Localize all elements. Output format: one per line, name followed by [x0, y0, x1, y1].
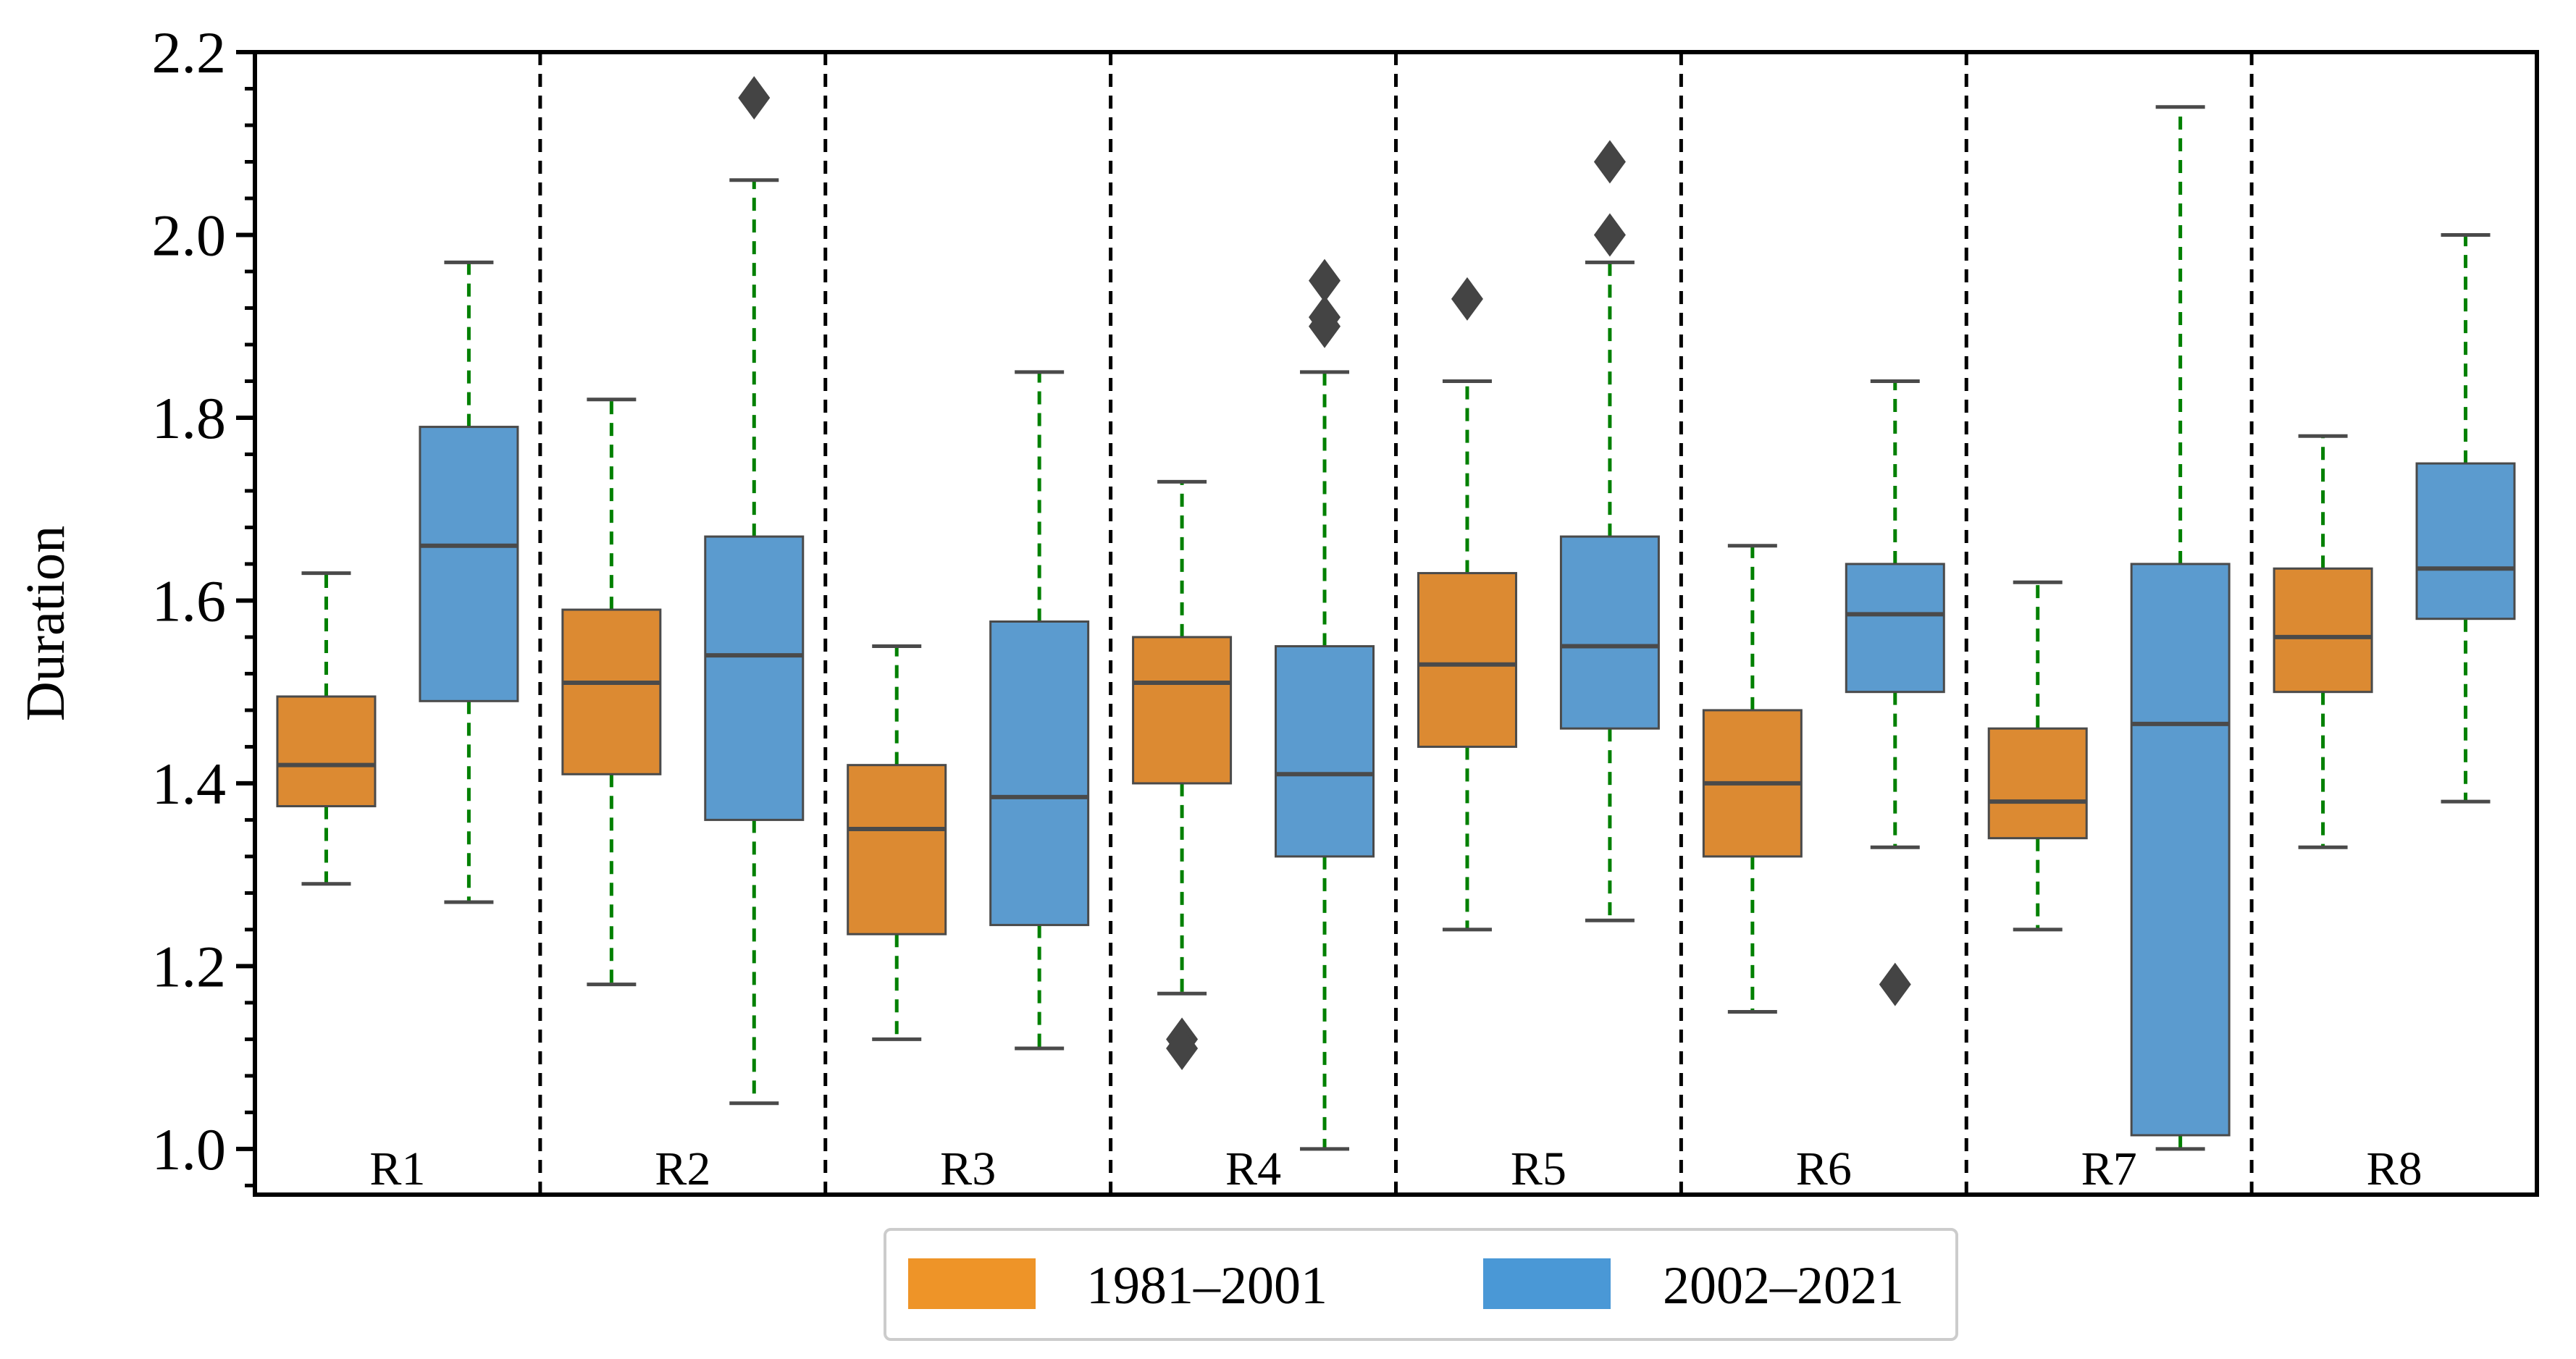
box-body	[419, 426, 519, 702]
box-r7-series-1	[1987, 580, 2088, 932]
box-body	[2415, 462, 2516, 620]
box-r3-series-2	[989, 370, 1090, 1051]
box-body	[1275, 645, 1375, 858]
box-body	[1987, 727, 2088, 840]
y-tick-label: 1.4	[152, 751, 227, 817]
y-axis-title: Duration	[15, 526, 76, 721]
region-labels: R1 R2 R3 R4 R5 R6 R7 R8	[369, 1143, 2422, 1195]
region-label-r4: R4	[1225, 1143, 1281, 1195]
legend-swatch-2002-2021	[1483, 1258, 1611, 1309]
legend-frame	[884, 1228, 1958, 1341]
box-r8-series-2	[2415, 232, 2516, 804]
box-r7-series-2	[2130, 105, 2231, 1151]
box-body	[2130, 563, 2231, 1137]
box-body	[276, 695, 377, 807]
outlier-marker	[1451, 277, 1483, 321]
y-tick-label: 1.0	[152, 1116, 227, 1182]
outlier-marker	[1166, 1027, 1199, 1071]
y-tick-label: 1.8	[152, 385, 227, 451]
box-r4-series-2	[1275, 258, 1375, 1151]
region-label-r6: R6	[1796, 1143, 1852, 1195]
box-body	[561, 608, 662, 775]
separator-layer	[538, 52, 2254, 1195]
box-body	[1559, 535, 1660, 730]
box-r6-series-2	[1845, 379, 1945, 1006]
box-r1-series-2	[419, 260, 519, 904]
y-axis: 1.0 1.2 1.4 1.6 1.8 2.0 2.2	[152, 20, 255, 1187]
region-label-r5: R5	[1511, 1143, 1566, 1195]
box-r5-series-1	[1417, 277, 1517, 932]
box-r8-series-1	[2273, 434, 2373, 849]
region-label-r2: R2	[655, 1143, 710, 1195]
y-tick-label: 1.6	[152, 568, 227, 634]
region-label-r7: R7	[2081, 1143, 2137, 1195]
region-label-r8: R8	[2367, 1143, 2422, 1195]
box-body	[1132, 636, 1233, 785]
y-tick-label: 2.2	[152, 20, 227, 85]
box-body	[1845, 563, 1945, 694]
region-label-r3: R3	[940, 1143, 996, 1195]
box-r4-series-1	[1132, 479, 1233, 1071]
box-body	[704, 535, 805, 821]
outlier-marker	[1309, 295, 1341, 340]
legend-label-1981-2001: 1981–2001	[1086, 1256, 1327, 1316]
box-body	[847, 764, 947, 935]
box-body	[989, 620, 1090, 927]
box-r1-series-1	[276, 571, 377, 886]
box-r2-series-1	[561, 397, 662, 987]
y-tick-label: 1.2	[152, 933, 227, 999]
outlier-marker	[1309, 258, 1341, 303]
box-r6-series-1	[1702, 544, 1803, 1014]
legend: 1981–2001 2002–2021	[884, 1228, 1958, 1341]
outlier-marker	[1879, 962, 1911, 1006]
y-tick-label: 2.0	[152, 202, 227, 268]
outlier-marker	[1593, 140, 1626, 184]
legend-label-2002-2021: 2002–2021	[1663, 1256, 1904, 1316]
box-layer	[276, 76, 2516, 1151]
legend-swatch-1981-2001	[908, 1258, 1036, 1309]
box-body	[1417, 572, 1517, 748]
plot-frame	[253, 50, 2539, 1197]
box-r5-series-2	[1559, 140, 1660, 922]
box-r3-series-1	[847, 644, 947, 1041]
outlier-marker	[1593, 213, 1626, 257]
box-body	[2273, 567, 2373, 694]
outlier-marker	[738, 76, 771, 120]
box-r2-series-2	[704, 76, 805, 1106]
region-label-r1: R1	[369, 1143, 425, 1195]
